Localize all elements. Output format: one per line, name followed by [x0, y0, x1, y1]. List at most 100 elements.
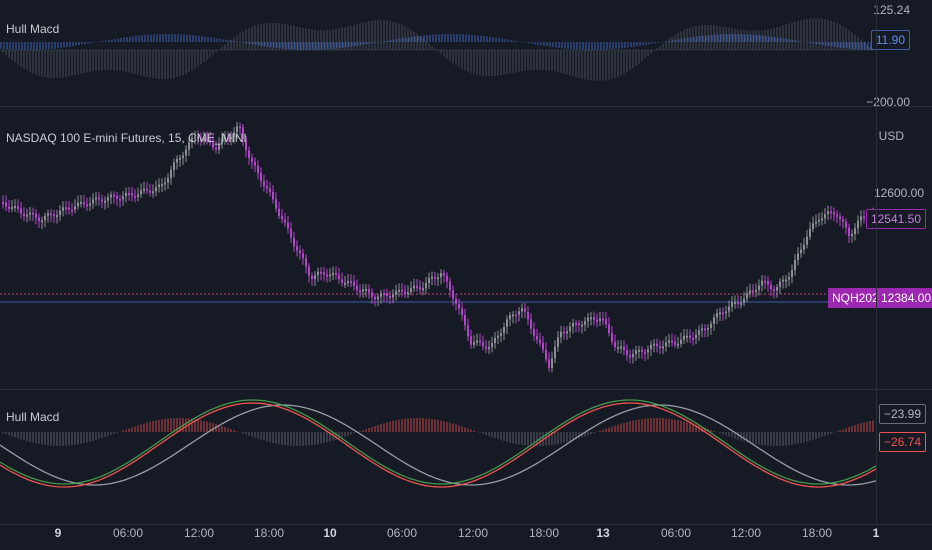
- pane-separator-bottom[interactable]: [0, 389, 932, 390]
- candle-body: [23, 213, 25, 217]
- candle-body: [197, 136, 199, 140]
- time-label: 12:00: [183, 526, 215, 540]
- candle-body: [800, 249, 802, 254]
- candle-body: [302, 253, 304, 259]
- candle-body: [635, 350, 637, 355]
- candle-body: [35, 213, 37, 218]
- candle-body: [671, 340, 673, 343]
- candle-body: [113, 194, 115, 197]
- candle-body: [11, 207, 13, 210]
- pane-separator-top[interactable]: [0, 106, 932, 107]
- candle-body: [716, 313, 718, 318]
- candle-body: [5, 202, 7, 207]
- candle-body: [47, 213, 49, 216]
- candle-body: [731, 302, 733, 307]
- candle-body: [119, 198, 121, 201]
- candle-body: [251, 157, 253, 163]
- candle-body: [755, 289, 757, 292]
- candle-body: [623, 346, 625, 351]
- bottom-indicator-pane[interactable]: Hull Macd −23.99 −26.74: [0, 390, 932, 524]
- candle-body: [527, 312, 529, 320]
- candle-body: [470, 336, 472, 345]
- candle-body: [599, 318, 601, 321]
- candle-body: [830, 211, 832, 214]
- symbol-tag[interactable]: NQH2023: [828, 288, 890, 308]
- candle-body: [608, 324, 610, 333]
- candle-body: [815, 221, 817, 224]
- candle-body: [185, 149, 187, 156]
- candle-body: [287, 222, 289, 229]
- candle-body: [188, 142, 190, 150]
- candle-body: [101, 199, 103, 202]
- candle-body: [740, 302, 742, 305]
- candle-body: [632, 354, 634, 358]
- top-pane-title[interactable]: Hull Macd: [6, 22, 60, 36]
- candle-body: [20, 208, 22, 214]
- currency-label[interactable]: USD: [878, 129, 904, 143]
- candle-body: [161, 184, 163, 187]
- candle-body: [353, 281, 355, 286]
- candle-body: [578, 323, 580, 326]
- candle-body: [581, 324, 583, 327]
- candle-body: [797, 253, 799, 261]
- candle-body: [749, 290, 751, 294]
- candle-body: [296, 245, 298, 251]
- candle-body: [434, 276, 436, 279]
- candle-body: [440, 272, 442, 278]
- candle-body: [611, 332, 613, 342]
- candle-body: [389, 295, 391, 298]
- top-value-tag: 11.90: [870, 30, 910, 50]
- time-label: 10: [323, 526, 337, 540]
- time-label: 06:00: [386, 526, 418, 540]
- candle-body: [182, 155, 184, 158]
- symbol-title[interactable]: NASDAQ 100 E-mini Futures, 15, CME_MINI: [6, 131, 247, 145]
- candle-body: [167, 178, 169, 183]
- candle-body: [269, 188, 271, 193]
- top-indicator-pane[interactable]: Hull Macd 125.24 11.90 −200.00: [0, 0, 932, 109]
- candle-body: [743, 298, 745, 303]
- candle-body: [89, 203, 91, 206]
- candle-body: [86, 204, 88, 207]
- candle-body: [206, 138, 208, 141]
- candle-body: [677, 343, 679, 346]
- candle-body: [863, 216, 865, 219]
- candle-body: [155, 187, 157, 192]
- price-12600-label: 12600.00: [873, 186, 924, 200]
- candle-body: [107, 197, 109, 201]
- candle-body: [713, 317, 715, 324]
- candle-body: [38, 217, 40, 222]
- candle-body: [806, 236, 808, 245]
- candle-body: [482, 342, 484, 347]
- candle-body: [554, 346, 556, 359]
- candle-body: [734, 301, 736, 304]
- candle-body: [410, 288, 412, 293]
- candle-body: [77, 202, 79, 207]
- candle-body: [149, 190, 151, 193]
- candle-body: [530, 319, 532, 329]
- candle-body: [53, 214, 55, 217]
- candle-body: [428, 278, 430, 284]
- bottom-pane-title[interactable]: Hull Macd: [6, 410, 60, 424]
- candle-body: [473, 342, 475, 345]
- candle-body: [308, 266, 310, 276]
- candle-body: [842, 219, 844, 222]
- candle-body: [758, 285, 760, 290]
- time-label: 9: [54, 526, 62, 540]
- candle-body: [659, 345, 661, 349]
- candle-body: [320, 271, 322, 274]
- candle-body: [803, 244, 805, 250]
- candle-body: [104, 200, 106, 203]
- candle-body: [341, 279, 343, 283]
- candle-body: [818, 219, 820, 222]
- candle-body: [230, 136, 232, 139]
- candle-body: [638, 349, 640, 352]
- candle-body: [83, 201, 85, 205]
- time-label: 12:00: [730, 526, 762, 540]
- candle-body: [584, 321, 586, 325]
- candle-body: [137, 194, 139, 197]
- candle-body: [839, 216, 841, 220]
- main-chart-pane[interactable]: NASDAQ 100 E-mini Futures, 15, CME_MINI …: [0, 107, 932, 389]
- candle-body: [617, 346, 619, 349]
- candle-body: [221, 138, 223, 145]
- signal-line-gray: [0, 404, 877, 486]
